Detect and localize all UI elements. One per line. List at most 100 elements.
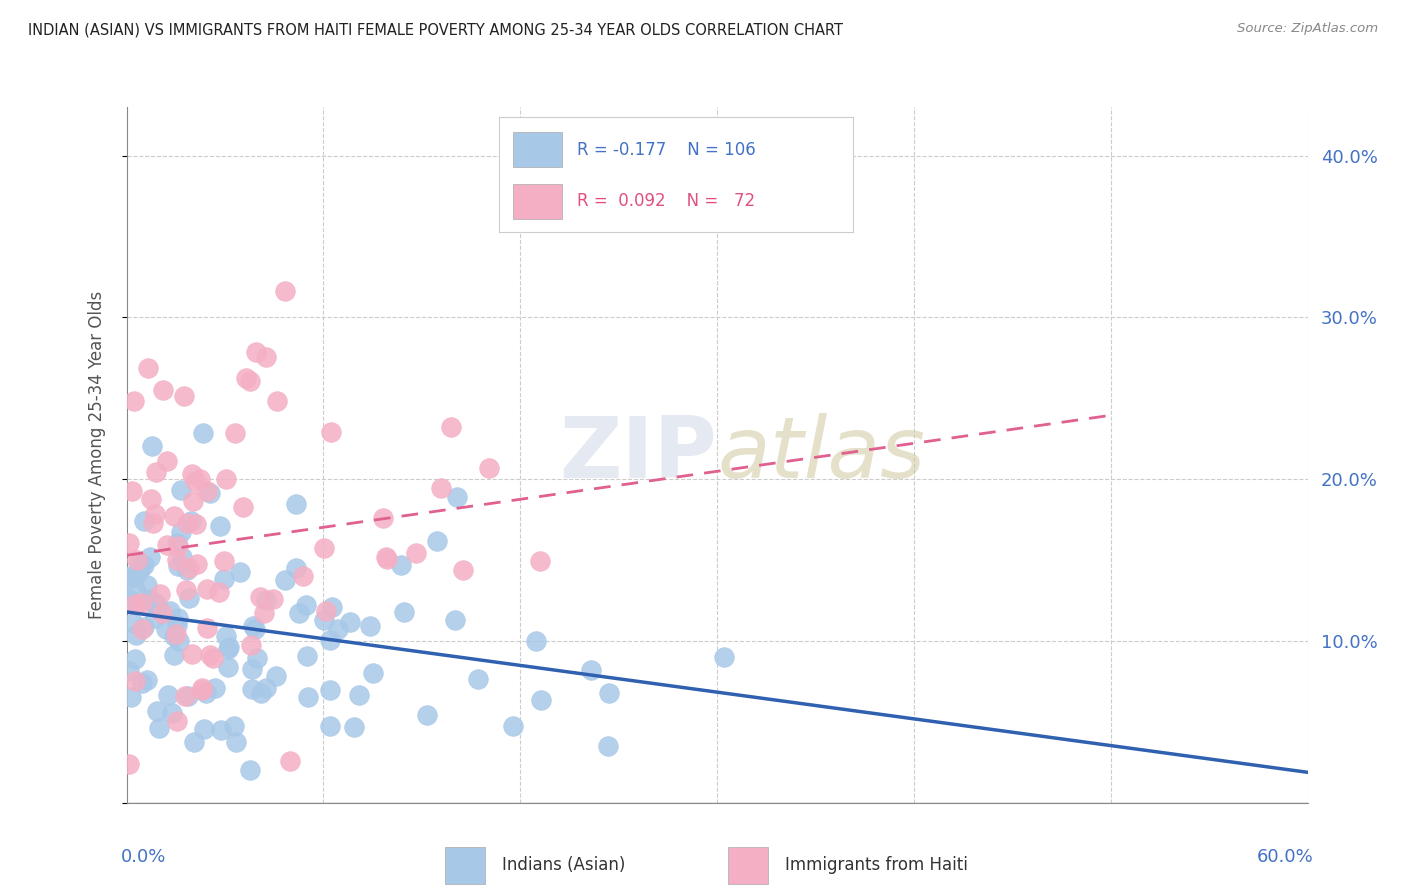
Point — [170, 524, 193, 539]
Point — [125, 628, 148, 642]
Point — [375, 550, 398, 565]
Point — [245, 622, 267, 636]
Point — [429, 481, 451, 495]
Point — [166, 536, 188, 550]
Point — [209, 723, 232, 738]
Point — [141, 516, 163, 531]
Point — [131, 596, 153, 610]
Point — [598, 686, 620, 700]
Point — [136, 673, 159, 687]
Point — [318, 632, 340, 647]
Text: ZIP: ZIP — [560, 413, 717, 497]
Point — [160, 706, 183, 721]
Point — [155, 622, 177, 636]
Point — [319, 682, 342, 697]
Text: atlas: atlas — [717, 413, 925, 497]
Point — [215, 629, 238, 643]
Point — [250, 686, 273, 700]
Point — [118, 664, 141, 678]
Point — [319, 425, 342, 440]
Point — [145, 704, 167, 718]
Point — [173, 690, 195, 704]
Point — [180, 467, 202, 481]
Point — [136, 578, 159, 592]
Point — [127, 567, 149, 582]
Y-axis label: Female Poverty Among 25-34 Year Olds: Female Poverty Among 25-34 Year Olds — [87, 291, 105, 619]
Point — [170, 483, 193, 497]
Point — [295, 598, 318, 612]
Point — [149, 587, 172, 601]
Point — [190, 681, 212, 696]
Point — [240, 662, 263, 676]
Point — [131, 622, 153, 636]
Point — [128, 556, 150, 570]
Point — [179, 591, 201, 605]
Point — [167, 634, 190, 648]
Point — [229, 566, 252, 580]
Point — [207, 585, 229, 599]
Point — [262, 592, 284, 607]
Point — [136, 360, 159, 375]
Point — [173, 389, 195, 403]
Point — [145, 466, 167, 480]
Point — [579, 664, 602, 678]
Point — [195, 582, 218, 596]
Point — [245, 345, 267, 359]
Point — [124, 652, 146, 666]
Point — [148, 721, 170, 735]
Point — [225, 735, 247, 749]
Point — [209, 518, 232, 533]
Point — [155, 537, 177, 551]
Point — [118, 756, 141, 771]
Point — [193, 425, 215, 440]
Point — [389, 558, 412, 573]
Point — [212, 554, 235, 568]
Point — [291, 569, 314, 583]
Point — [150, 606, 173, 620]
Point — [156, 688, 179, 702]
Point — [129, 560, 152, 574]
Point — [426, 533, 449, 548]
Point — [467, 673, 489, 687]
Point — [181, 494, 204, 508]
Point — [163, 509, 186, 524]
Point — [163, 648, 186, 662]
Point — [315, 604, 337, 618]
Point — [132, 620, 155, 634]
Point — [266, 393, 288, 408]
Point — [453, 563, 475, 577]
Point — [254, 350, 277, 364]
Point — [416, 707, 439, 722]
Point — [254, 681, 277, 696]
Point — [446, 490, 468, 504]
Point — [122, 598, 145, 612]
Point — [167, 539, 190, 553]
Point — [166, 714, 188, 728]
Point — [285, 561, 308, 575]
Point — [502, 719, 524, 733]
Point — [295, 649, 318, 664]
Point — [274, 573, 297, 587]
Point — [713, 649, 735, 664]
Point — [249, 591, 271, 605]
Point — [156, 454, 179, 468]
Point — [143, 611, 166, 625]
Text: Source: ZipAtlas.com: Source: ZipAtlas.com — [1237, 22, 1378, 36]
Point — [359, 619, 381, 633]
Point — [200, 486, 222, 500]
Point — [343, 720, 366, 734]
Point — [321, 600, 343, 615]
Point — [530, 693, 553, 707]
Point — [239, 638, 262, 652]
Point — [392, 605, 415, 619]
Point — [231, 500, 253, 514]
Point — [371, 510, 394, 524]
Point — [121, 484, 143, 499]
Point — [529, 554, 551, 568]
Point — [143, 507, 166, 521]
Point — [195, 686, 218, 700]
Point — [242, 619, 264, 633]
Point — [143, 594, 166, 608]
Point — [328, 623, 350, 637]
Point — [188, 472, 211, 486]
